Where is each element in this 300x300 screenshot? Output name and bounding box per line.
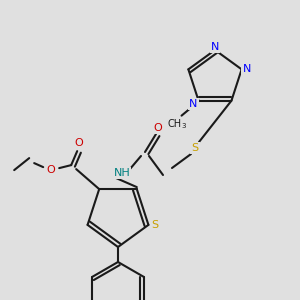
Text: NH: NH	[114, 168, 130, 178]
Text: N: N	[211, 42, 219, 52]
Text: O: O	[75, 138, 84, 148]
Text: 3: 3	[181, 123, 186, 129]
Text: O: O	[154, 123, 162, 133]
Text: N: N	[189, 99, 198, 109]
Text: S: S	[191, 143, 199, 153]
Text: O: O	[47, 165, 56, 175]
Text: CH: CH	[167, 119, 182, 129]
Text: N: N	[242, 64, 251, 74]
Text: S: S	[151, 220, 158, 230]
